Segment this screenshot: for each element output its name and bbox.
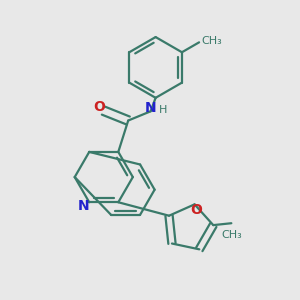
Text: N: N: [77, 199, 89, 213]
Text: O: O: [190, 203, 202, 217]
Text: H: H: [159, 105, 167, 115]
Text: CH₃: CH₃: [202, 36, 223, 46]
Text: CH₃: CH₃: [222, 230, 242, 240]
Text: N: N: [145, 101, 157, 115]
Text: O: O: [94, 100, 105, 114]
